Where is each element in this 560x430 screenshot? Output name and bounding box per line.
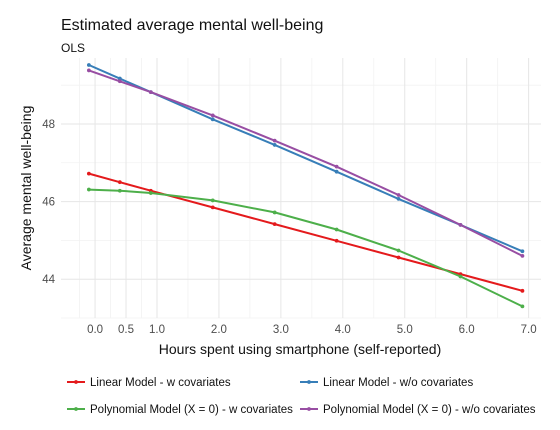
data-point xyxy=(210,198,215,203)
x-tick-label: 0.0 xyxy=(87,324,103,336)
data-point xyxy=(117,180,122,185)
data-point xyxy=(148,90,153,95)
data-point xyxy=(86,187,91,192)
data-point xyxy=(272,210,277,215)
data-point xyxy=(520,304,525,309)
x-axis-ticks: 0.0 0.5 1.0 2.0 3.0 4.0 5.0 6.0 7.0 xyxy=(87,324,537,336)
y-tick-label: 46 xyxy=(42,197,55,209)
data-point xyxy=(520,288,525,293)
data-point xyxy=(396,248,401,253)
data-point xyxy=(117,76,122,81)
legend-label: Polynomial Model (X = 0) - w/o covariate… xyxy=(323,404,536,416)
data-point xyxy=(520,249,525,254)
data-point xyxy=(334,164,339,169)
series-line xyxy=(88,172,523,292)
grid xyxy=(61,58,541,319)
data-point xyxy=(117,188,122,193)
series-1 xyxy=(86,171,525,293)
data-point xyxy=(334,169,339,174)
data-point xyxy=(458,274,463,279)
legend-swatch-point xyxy=(307,407,311,411)
legend-swatch-point xyxy=(74,407,78,411)
legend-label: Polynomial Model (X = 0) - w covariates xyxy=(90,404,293,416)
data-point xyxy=(396,193,401,197)
legend-label: Linear Model - w covariates xyxy=(90,377,231,389)
data-point xyxy=(396,196,401,201)
y-axis-label: Average mental well-being xyxy=(18,106,34,271)
data-point xyxy=(272,138,277,143)
data-point xyxy=(148,191,153,195)
data-point xyxy=(458,222,463,227)
x-tick-label: 3.0 xyxy=(273,324,289,336)
x-tick-label: 2.0 xyxy=(211,324,227,336)
data-point xyxy=(210,205,215,210)
chart-title: Estimated average mental well-being xyxy=(61,17,323,34)
data-point xyxy=(334,227,339,232)
data-point xyxy=(396,255,401,260)
y-tick-label: 48 xyxy=(42,119,55,131)
data-point xyxy=(334,238,339,243)
legend-item: Polynomial Model (X = 0) - w/o covariate… xyxy=(300,404,536,416)
chart-subtitle: OLS xyxy=(61,41,85,55)
x-tick-label: 7.0 xyxy=(521,324,537,336)
legend-item: Linear Model - w covariates xyxy=(67,377,231,389)
series-3 xyxy=(86,187,525,309)
x-tick-label: 0.5 xyxy=(118,324,134,336)
y-tick-label: 44 xyxy=(42,274,55,286)
series-4 xyxy=(86,68,525,258)
x-axis-label: Hours spent using smartphone (self-repor… xyxy=(159,341,441,357)
data-point xyxy=(272,222,277,226)
data-point xyxy=(210,117,215,122)
legend-label: Linear Model - w/o covariates xyxy=(323,377,473,389)
legend-swatch-point xyxy=(307,380,311,384)
x-tick-label: 4.0 xyxy=(335,324,351,336)
data-point xyxy=(86,171,91,176)
x-tick-label: 5.0 xyxy=(397,324,413,336)
series-line xyxy=(88,188,523,308)
x-tick-label: 6.0 xyxy=(459,324,475,336)
data-point xyxy=(86,63,91,67)
data-point xyxy=(272,143,277,147)
data-point xyxy=(210,113,215,118)
legend-swatch-point xyxy=(74,380,78,384)
data-point xyxy=(117,79,122,84)
x-tick-label: 1.0 xyxy=(149,324,165,336)
y-axis-ticks: 44 46 48 xyxy=(42,119,55,286)
legend: Linear Model - w covariates Linear Model … xyxy=(67,377,536,416)
data-point xyxy=(86,68,91,73)
series-group xyxy=(86,63,525,309)
legend-item: Linear Model - w/o covariates xyxy=(300,377,473,389)
legend-item: Polynomial Model (X = 0) - w covariates xyxy=(67,404,293,416)
data-point xyxy=(520,254,525,258)
